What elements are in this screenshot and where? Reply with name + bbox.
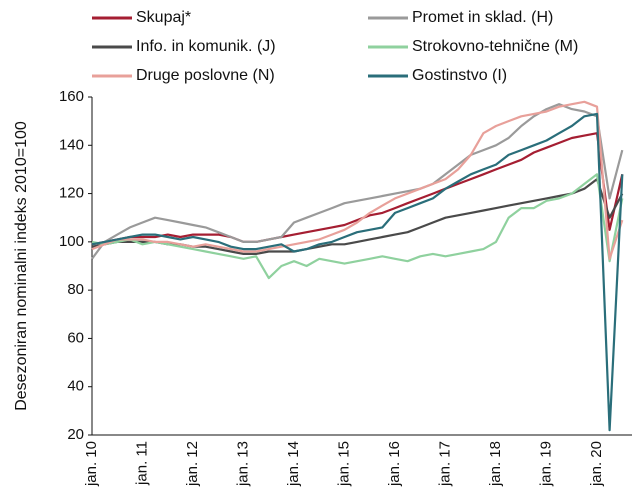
y-tick-label: 60: [67, 329, 84, 346]
legend-label: Info. in komunik. (J): [136, 38, 276, 55]
x-tick-label: jan. 17: [436, 441, 453, 487]
x-tick-label: jan. 20: [588, 441, 605, 487]
y-tick-label: 20: [67, 426, 84, 443]
x-tick-label: jan. 16: [386, 441, 403, 487]
series-line: [91, 132, 624, 246]
x-tick-label: jan. 15: [335, 441, 352, 487]
series-line: [91, 112, 624, 432]
y-tick-label: 80: [67, 281, 84, 298]
x-tick-label: jan. 13: [234, 441, 251, 487]
y-axis-title: Desezoniran nominalni indeks 2010=100: [13, 121, 30, 411]
y-tick-label: 100: [59, 233, 84, 250]
series-line: [91, 100, 624, 260]
x-tick-label: jan. 19: [537, 441, 554, 487]
x-tick-label: jan. 11: [133, 441, 150, 486]
y-tick-label: 120: [59, 185, 84, 202]
legend-label: Gostinstvo (I): [412, 67, 507, 84]
y-tick-label: 160: [59, 88, 84, 105]
legend-label: Promet in sklad. (H): [412, 9, 553, 26]
legend-label: Skupaj*: [136, 9, 191, 26]
x-tick-label: jan. 12: [184, 441, 201, 487]
series-line: [91, 173, 624, 280]
legend-label: Strokovno-tehnične (M): [412, 38, 578, 55]
legend-label: Druge poslovne (N): [136, 67, 275, 84]
x-tick-label: jan. 14: [285, 441, 302, 487]
y-tick-label: 40: [67, 378, 84, 395]
series-line: [91, 103, 624, 260]
x-tick-label: jan. 18: [487, 441, 504, 487]
x-tick-label: jan. 10: [83, 441, 100, 487]
y-tick-label: 140: [59, 136, 84, 153]
